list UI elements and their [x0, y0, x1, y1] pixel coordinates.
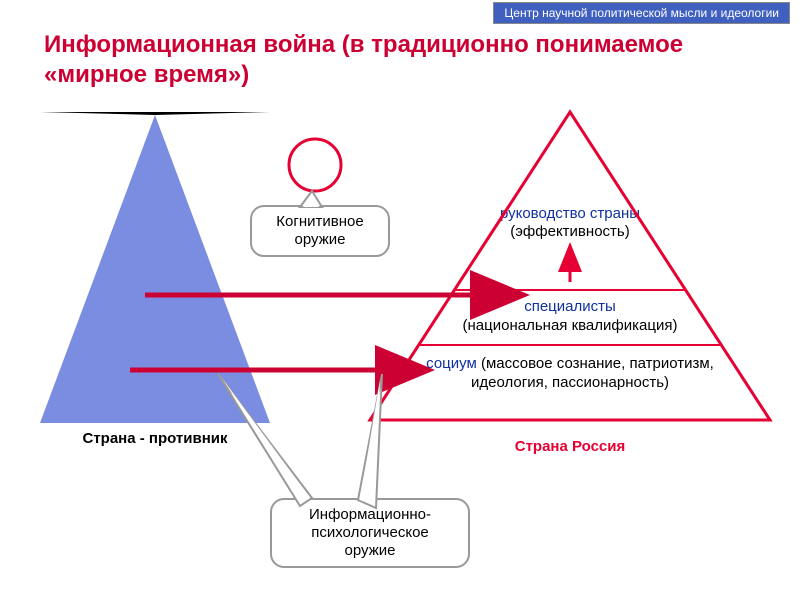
callout-infopsy: Информационно- психологическое оружие	[270, 498, 470, 568]
level-bottom: социум (массовое сознание, патриотизм, и…	[395, 355, 745, 393]
right-triangle-label-text: Страна Россия	[515, 438, 626, 455]
callout-cognitive: Когнитивное оружие	[250, 205, 390, 257]
page-title-text: Информационная война (в традиционно пони…	[44, 31, 683, 88]
level-top-sub: (эффективность)	[510, 223, 629, 240]
page-title: Информационная война (в традиционно пони…	[44, 30, 770, 90]
level-top: руководство страны (эффективность)	[490, 205, 650, 241]
level-bottom-title: социум	[426, 355, 477, 372]
level-bottom-sub: (массовое сознание, патриотизм, идеологи…	[471, 355, 714, 391]
level-mid-title: специалисты	[524, 298, 616, 315]
callout-cognitive-l2: оружие	[295, 231, 346, 248]
left-triangle-label: Страна - противник	[80, 430, 230, 447]
exclamation-mark-glyph: !	[309, 145, 320, 182]
exclamation-mark: !	[303, 145, 327, 183]
level-mid: специалисты (национальная квалификация)	[440, 298, 700, 336]
callout-infopsy-l2: психологическое	[311, 524, 429, 541]
callout-infopsy-l1: Информационно-	[309, 506, 431, 523]
callout-infopsy-l3: оружие	[345, 542, 396, 559]
callout-cognitive-l1: Когнитивное	[276, 213, 363, 230]
header-banner: Центр научной политической мысли и идеол…	[493, 2, 790, 24]
banner-text: Центр научной политической мысли и идеол…	[504, 6, 779, 20]
callout-infopsy-tail-right	[358, 374, 382, 508]
right-triangle-label: Страна Россия	[480, 438, 660, 455]
left-triangle-label-text: Страна - противник	[82, 430, 227, 447]
left-triangle	[40, 112, 270, 423]
level-top-title: руководство страны	[500, 205, 640, 222]
level-mid-sub: (национальная квалификация)	[463, 317, 678, 334]
